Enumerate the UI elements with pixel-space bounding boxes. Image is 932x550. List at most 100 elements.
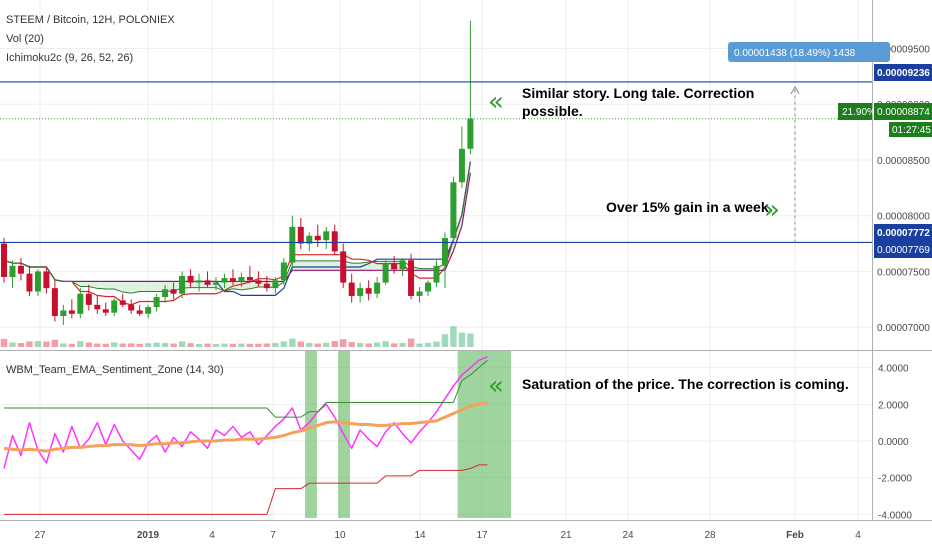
candle-body (374, 282, 381, 294)
signal-zone (457, 351, 512, 518)
candle-body (323, 231, 330, 241)
volume-legend: Vol (20) (6, 33, 44, 45)
candle-body (416, 291, 423, 296)
candle-body (441, 237, 448, 266)
grid (0, 0, 872, 520)
indicator-upper-line (4, 359, 488, 418)
volume-bar (272, 343, 279, 347)
volume-bar (246, 343, 254, 347)
candle-body (85, 293, 92, 305)
candle-body (255, 280, 262, 284)
candle-body (213, 282, 219, 285)
volume-bar (212, 343, 220, 347)
chevron-right-icon: » (764, 195, 780, 225)
volume-bar (170, 343, 177, 347)
volume-bar (9, 342, 16, 347)
candle-body (297, 226, 304, 244)
candle-body (382, 263, 389, 283)
volume-bar (238, 343, 245, 347)
sentiment-legend: WBM_Team_EMA_Sentiment_Zone (14, 30) (6, 364, 224, 376)
candle-timer: 01:27:45 (892, 125, 931, 136)
indicator-tick-label: -2.0000 (878, 474, 912, 485)
ichimoku-legend: Ichimoku2c (9, 26, 52, 26) (6, 52, 133, 64)
volume-bar (314, 343, 321, 347)
price-label-bg (874, 241, 932, 258)
indicator-tick-label: 2.0000 (878, 400, 909, 411)
volume-bar (0, 338, 8, 347)
volume-bar (424, 342, 432, 347)
volume-bar (153, 342, 160, 347)
volume-bar (34, 341, 42, 347)
volume-bar (229, 343, 237, 347)
ichimoku-lines (3, 161, 471, 306)
candles (1, 20, 474, 325)
time-tick-label: 21 (560, 530, 572, 541)
time-tick-label: Feb (786, 530, 804, 541)
timer-bg (889, 122, 932, 137)
volume-bar (102, 343, 109, 347)
candle-body (34, 271, 41, 292)
measure-arrow-head (790, 85, 800, 95)
volume-bar (221, 343, 228, 347)
candle-body (365, 288, 372, 294)
volume-bar (111, 342, 118, 347)
candle-body (357, 288, 364, 296)
volume-bar (323, 342, 330, 347)
volume-bar (450, 326, 457, 347)
volume-bar (289, 338, 296, 347)
candle-body (221, 278, 228, 283)
candle-body (9, 265, 16, 277)
candle-body (331, 231, 338, 252)
volume-bar (348, 342, 355, 347)
candle-body (280, 262, 287, 281)
horizontal-lines (0, 81, 872, 244)
volume-bar (187, 343, 194, 347)
volume-bar (297, 341, 304, 347)
volume-bar (382, 341, 389, 347)
volume-bar (68, 343, 76, 347)
volume-bar (119, 343, 126, 347)
candle-body (314, 235, 321, 241)
volume-bar (51, 339, 59, 347)
volume-bar (204, 343, 211, 347)
candle-body (263, 283, 270, 289)
volume-bar (26, 341, 33, 347)
price-label-2: 0.00008874 (877, 107, 930, 118)
candle-body (43, 271, 50, 289)
price-label-bg (874, 224, 932, 241)
time-tick-label: 17 (476, 530, 488, 541)
volume-bar (128, 343, 135, 347)
candle-body (425, 282, 431, 292)
ichimoku-cloud (4, 161, 471, 294)
price-tick-label: 0.00007500 (877, 267, 930, 278)
price-tick-label: 0.00008500 (877, 156, 930, 167)
candle-body (1, 243, 7, 277)
candle-body (162, 289, 169, 298)
chevron-left-icon: « (488, 87, 504, 117)
volume-bar (407, 338, 415, 347)
candle-body (145, 307, 152, 314)
candle-body (68, 310, 75, 314)
indicator-tick-label: -4.0000 (878, 510, 912, 521)
measure-tool[interactable]: 0.00001438 (18.49%) 1438 (728, 42, 890, 62)
annotation-3-text: Saturation of the price. The correction … (522, 376, 849, 392)
price-tick-label: 0.00008000 (877, 212, 930, 223)
candle-body (17, 265, 24, 274)
price-label-bg (874, 103, 932, 120)
candle-body (196, 280, 203, 283)
volume-bar (399, 342, 406, 347)
candle-body (306, 235, 313, 244)
candle-body (289, 226, 296, 263)
volume-bar (433, 341, 440, 347)
volume-bar (416, 343, 423, 347)
volume-bar (365, 343, 372, 347)
candle-body (26, 273, 33, 292)
candle-body (399, 260, 406, 270)
volume-bar (136, 343, 143, 347)
candle-body (111, 300, 118, 313)
annotation-3: « Saturation of the price. The correctio… (488, 371, 849, 401)
time-tick-label: 10 (334, 530, 346, 541)
kumo-fill (4, 161, 471, 294)
price-label-3: 0.00007772 (877, 228, 930, 239)
